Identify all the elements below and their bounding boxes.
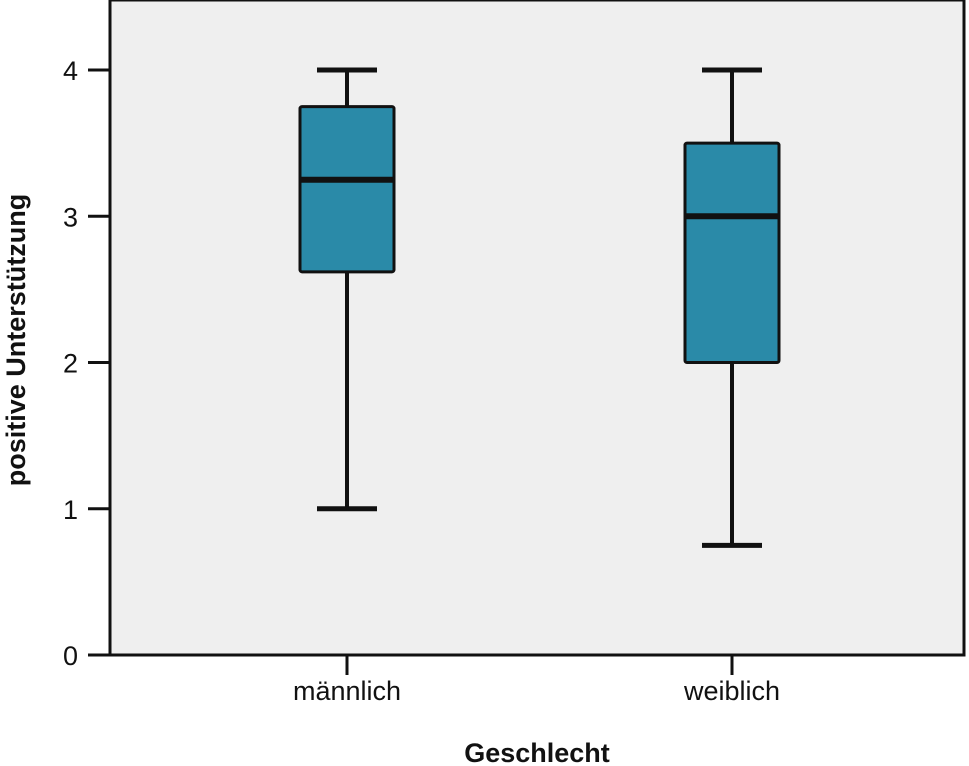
- box-männlich: [298, 67, 396, 512]
- x-tick-label: männlich: [293, 676, 401, 706]
- y-axis-title: positive Unterstützung: [1, 194, 31, 487]
- iqr-box: [683, 141, 781, 364]
- plot-area: [108, 0, 966, 657]
- x-tick-label: weiblich: [683, 676, 780, 706]
- y-tick-label: 2: [63, 349, 78, 379]
- y-tick-label: 4: [63, 56, 78, 86]
- y-axis: 0 1 2 3 4: [63, 56, 110, 671]
- x-axis: männlich weiblich: [293, 655, 780, 706]
- y-tick-label: 3: [63, 202, 78, 232]
- boxes-group: [298, 67, 781, 548]
- box-weiblich: [683, 67, 781, 548]
- y-tick-label: 0: [63, 641, 78, 671]
- x-axis-title: Geschlecht: [464, 738, 610, 766]
- iqr-box: [298, 105, 396, 274]
- y-tick-label: 1: [63, 495, 78, 525]
